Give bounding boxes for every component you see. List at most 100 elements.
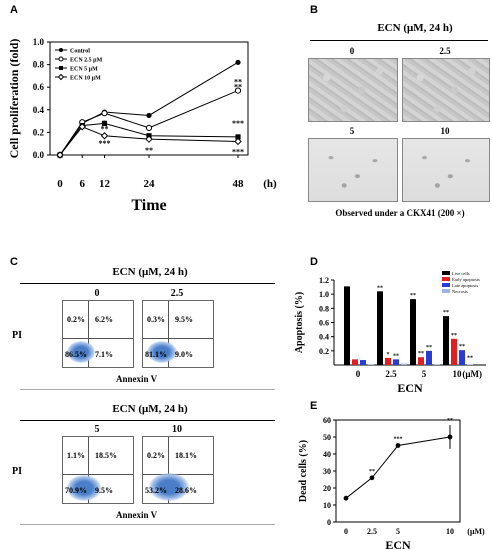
chart-d-bar	[393, 359, 399, 365]
chart-e-annotation: **	[447, 418, 453, 424]
chart-e-ytick-label: 30	[323, 467, 331, 476]
chart-a-point	[145, 124, 153, 131]
chart-d-ytick-label: 0.2	[319, 347, 329, 356]
panel-b-rule	[310, 40, 488, 41]
chart-a-ytick-label: 0.2	[33, 127, 45, 137]
panel-b-caption: Observed under a CKX41 (200 ×)	[335, 208, 465, 218]
facs-2-5-ll: 81.1%	[145, 350, 167, 359]
chart-a-point	[235, 134, 241, 140]
chart-d-annotation: **	[459, 344, 465, 350]
chart-a-annotation: **	[145, 146, 153, 155]
chart-a-point	[101, 120, 108, 126]
facs-dose-0: 0	[94, 288, 100, 299]
facs-5-ur: 18.5%	[95, 451, 117, 460]
micro-label-10: 10	[440, 126, 450, 136]
chart-d-ylabel: Apoptosis (%)	[294, 292, 305, 353]
chart-e-annotation: **	[369, 469, 375, 475]
chart-e-point	[343, 495, 349, 501]
chart-a-point	[101, 110, 108, 117]
chart-e-ytick-label: 40	[323, 450, 331, 459]
chart-d-annotation: **	[410, 293, 416, 299]
chart-a-xtick-label: 0	[57, 178, 63, 190]
chart-d-xtick-label: 2.5	[385, 369, 397, 379]
chart-d-legend-label: Late apoptosis	[452, 283, 478, 288]
chart-a-legend-label: ECN 5 μM	[70, 67, 98, 73]
facs-10-ll: 53.2%	[145, 486, 167, 495]
chart-a-legend-marker	[58, 56, 64, 62]
chart-a-annotation: ***	[232, 147, 244, 156]
facs-2-5-lr: 9.0%	[175, 350, 193, 359]
chart-e-dead-cells: 0 10 20 30 40 50 60 0 2.5 5 10 (μM) ECN Dead cells (%…	[298, 416, 485, 550]
chart-a-annotation: **	[101, 124, 109, 133]
chart-d-annotation: **	[451, 333, 457, 339]
panel-c-top-rule	[20, 283, 275, 284]
chart-d-annotation: **	[467, 355, 473, 361]
chart-a-xtick-label: 12	[99, 178, 111, 190]
chart-d-xlabel: ECN	[397, 381, 423, 395]
facs-plot-2-5: 0.3% 9.5% 81.1% 9.0%	[142, 300, 214, 368]
chart-d-annotation: **	[418, 351, 424, 357]
chart-e-ytick-label: 10	[323, 501, 331, 510]
chart-d-ytick-label: 1.0	[319, 290, 329, 299]
chart-a-legend-label: ECN 2.5 μM	[70, 58, 103, 64]
facs-top-pi-label: PI	[12, 330, 22, 341]
facs-dose-5: 5	[94, 424, 100, 435]
facs-0-ll: 86.5%	[65, 350, 87, 359]
chart-a-legend-marker	[59, 66, 63, 70]
chart-d-bar	[401, 363, 407, 365]
facs-0-lr: 7.1%	[95, 350, 113, 359]
chart-d-xtick-label: 0	[356, 369, 361, 379]
chart-d-bar	[443, 316, 449, 365]
chart-e-xunit: (μM)	[467, 527, 485, 536]
chart-a-legend-marker	[59, 48, 63, 52]
facs-2-5-ur: 9.5%	[175, 315, 193, 324]
chart-e-ytick-label: 60	[323, 416, 331, 425]
panel-c-bottom-rule	[20, 420, 275, 421]
chart-a-annotation: **	[234, 78, 242, 87]
chart-d-xtick-label: 10	[453, 369, 463, 379]
facs-5-ll: 70.9%	[65, 486, 87, 495]
chart-a-annotation: *	[103, 119, 107, 128]
chart-d-bar	[418, 357, 424, 365]
chart-d-bar	[451, 338, 457, 365]
facs-5-lr: 9.5%	[95, 486, 113, 495]
chart-d-xtick-label: 5	[422, 369, 427, 379]
panel-d-letter: D	[310, 256, 318, 268]
chart-d-legend-swatch	[442, 283, 450, 287]
chart-d-legend-swatch	[442, 277, 450, 281]
chart-a-annotation: *	[147, 132, 151, 141]
chart-d-legend-label: Early apoptosis	[452, 277, 480, 282]
chart-d-annotation: **	[443, 310, 449, 316]
chart-d-bar	[368, 364, 374, 365]
facs-plot-5: 1.1% 18.5% 70.9% 9.5%	[62, 436, 134, 504]
panel-c-letter: C	[10, 256, 18, 268]
chart-d-bar	[344, 286, 350, 365]
chart-a-legend-marker	[57, 73, 65, 81]
chart-a-cell-proliferation: 0.0 0.2 0.4 0.6 0.8 1.0 0 6 12 24 48 (h) Time Cell pr…	[7, 37, 277, 214]
chart-d-bar	[410, 299, 416, 365]
chart-d-legend-swatch	[442, 289, 450, 293]
chart-a-point	[100, 132, 109, 140]
chart-e-ytick-label: 0	[327, 518, 331, 527]
chart-e-ylabel: Dead cells (%)	[298, 440, 309, 502]
facs-bottom-pi-label: PI	[12, 466, 22, 477]
micrograph-0	[308, 58, 398, 122]
chart-a-ylabel: Cell proliferation (fold)	[7, 39, 21, 159]
chart-a-ytick-label: 0.4	[33, 105, 45, 115]
chart-a-legend-label: Control	[70, 49, 90, 55]
facs-0-ur: 6.2%	[95, 315, 113, 324]
chart-a-point	[234, 137, 242, 146]
chart-d-annotation: **	[377, 285, 383, 291]
facs-0-ul: 0.2%	[67, 315, 85, 324]
chart-d-annotation: *	[387, 352, 390, 358]
panel-e-letter: E	[310, 400, 318, 412]
chart-a-annotation: **	[234, 83, 242, 92]
panel-b-title: ECN (μM, 24 h)	[377, 22, 453, 34]
chart-d-ytick-label: 1.2	[319, 276, 329, 285]
facs-plot-10: 0.2% 18.1% 53.2% 28.6%	[142, 436, 214, 504]
facs-bottom-annexin-label: Annexin V	[116, 510, 158, 520]
chart-d-bar	[360, 360, 366, 365]
chart-d-legend-label: Live cells	[452, 271, 470, 276]
chart-e-xtick-label: 10	[446, 527, 454, 536]
panel-c-bottom-title: ECN (μM, 24 h)	[112, 403, 188, 415]
